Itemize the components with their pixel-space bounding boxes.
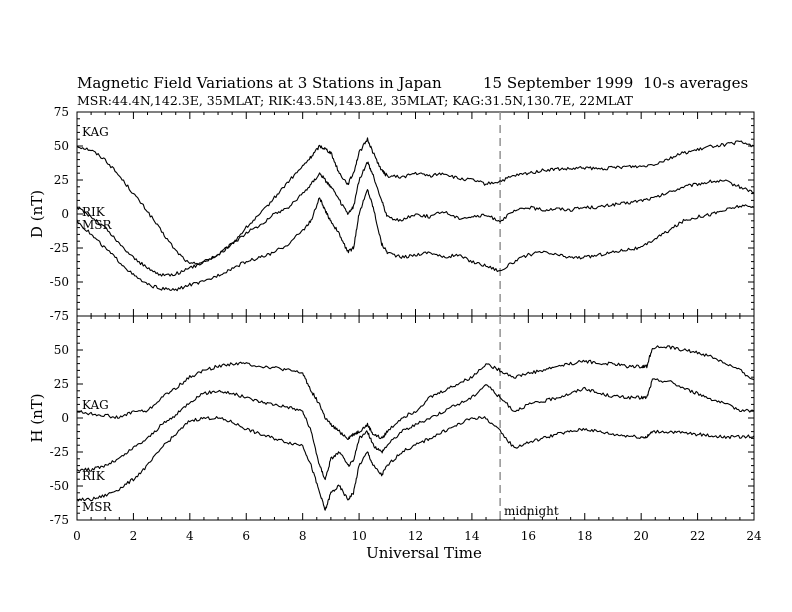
y-axis-label: H (nT) bbox=[28, 393, 46, 442]
x-tick-label: 22 bbox=[690, 529, 705, 543]
x-tick-label: 16 bbox=[521, 529, 536, 543]
x-axis-label: Universal Time bbox=[366, 544, 482, 562]
series-line-rik bbox=[76, 161, 755, 277]
chart-note: 10-s averages bbox=[643, 74, 748, 92]
midnight-label: midnight bbox=[504, 504, 559, 518]
x-tick-label: 14 bbox=[464, 529, 480, 543]
y-tick-label: 50 bbox=[54, 139, 69, 153]
x-tick-label: 0 bbox=[73, 529, 81, 543]
series-line-kag bbox=[76, 345, 755, 441]
y-tick-label: -50 bbox=[50, 479, 69, 493]
y-axis-label: D (nT) bbox=[28, 190, 46, 238]
station-label-kag: KAG bbox=[82, 398, 109, 412]
x-tick-label: 8 bbox=[299, 529, 307, 543]
x-tick-label: 2 bbox=[130, 529, 138, 543]
x-tick-label: 20 bbox=[634, 529, 649, 543]
y-tick-label: 0 bbox=[61, 207, 69, 221]
x-tick-label: 4 bbox=[186, 529, 194, 543]
chart-subtitle: MSR:44.4N,142.3E, 35MLAT; RIK:43.5N,143.… bbox=[77, 93, 634, 108]
series-line-msr bbox=[76, 416, 755, 511]
y-tick-label: 25 bbox=[54, 377, 69, 391]
x-tick-label: 18 bbox=[577, 529, 592, 543]
x-tick-label: 10 bbox=[351, 529, 366, 543]
y-tick-label: 25 bbox=[54, 173, 69, 187]
panel-frame bbox=[76, 315, 755, 521]
station-label-kag: KAG bbox=[82, 125, 109, 139]
series-line-rik bbox=[76, 378, 755, 481]
station-label-msr: MSR bbox=[82, 218, 113, 232]
y-tick-label: -75 bbox=[50, 309, 69, 323]
x-tick-label: 6 bbox=[242, 529, 250, 543]
x-tick-label: 12 bbox=[408, 529, 423, 543]
series-line-kag bbox=[76, 137, 755, 265]
y-tick-label: -75 bbox=[50, 513, 69, 527]
chart-title: Magnetic Field Variations at 3 Stations … bbox=[77, 74, 442, 92]
y-tick-label: -25 bbox=[50, 445, 69, 459]
station-label-rik: RIK bbox=[82, 469, 106, 483]
y-tick-label: 75 bbox=[54, 105, 69, 119]
y-tick-label: 0 bbox=[61, 411, 69, 425]
station-label-rik: RIK bbox=[82, 205, 106, 219]
y-tick-label: -50 bbox=[50, 275, 69, 289]
y-tick-label: 50 bbox=[54, 343, 69, 357]
chart-date: 15 September 1999 bbox=[483, 74, 633, 92]
y-tick-label: -25 bbox=[50, 241, 69, 255]
station-label-msr: MSR bbox=[82, 500, 113, 514]
series-line-msr bbox=[76, 189, 755, 292]
x-tick-label: 24 bbox=[746, 529, 762, 543]
